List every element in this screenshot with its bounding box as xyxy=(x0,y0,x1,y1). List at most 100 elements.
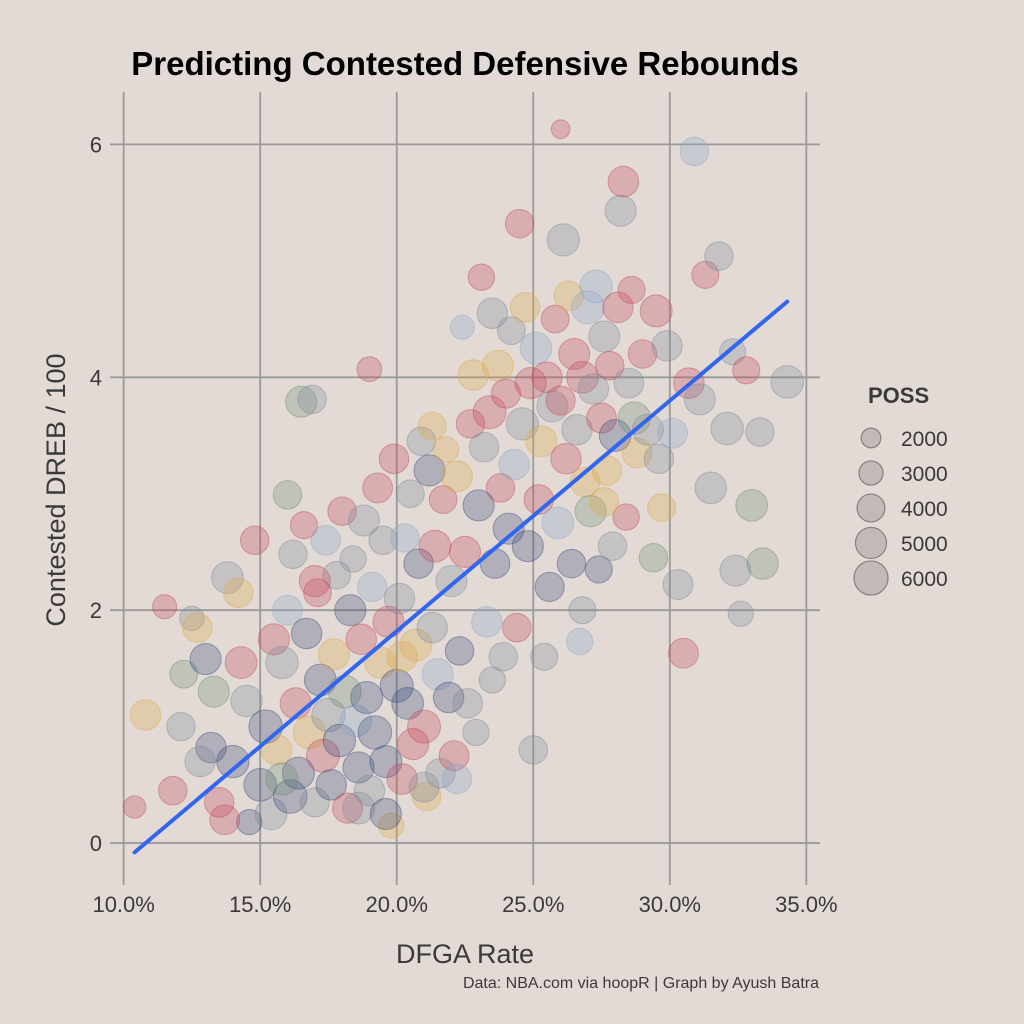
y-tick-label: 6 xyxy=(90,132,102,157)
data-point xyxy=(179,605,205,632)
data-point xyxy=(662,569,694,600)
data-point xyxy=(490,378,522,409)
grid xyxy=(110,92,820,885)
data-point xyxy=(770,365,805,399)
data-point xyxy=(488,641,518,672)
data-point xyxy=(553,280,585,312)
data-point xyxy=(272,480,303,510)
data-point xyxy=(541,506,575,540)
data-point xyxy=(472,395,507,430)
data-point xyxy=(727,600,754,627)
data-point xyxy=(195,731,227,764)
data-point xyxy=(577,373,610,405)
data-point xyxy=(478,666,507,694)
data-point xyxy=(448,535,482,569)
y-axis-label: Contested DREB / 100 xyxy=(41,353,71,626)
data-point xyxy=(378,812,405,839)
data-point xyxy=(735,489,769,522)
data-point xyxy=(505,407,540,441)
legend-title: POSS xyxy=(868,383,929,408)
data-point xyxy=(540,304,570,334)
data-point xyxy=(719,554,752,587)
data-point xyxy=(471,606,503,638)
data-point xyxy=(594,350,625,381)
data-point xyxy=(511,530,544,563)
data-point xyxy=(586,402,617,434)
data-point xyxy=(379,668,414,703)
y-tick-label: 0 xyxy=(90,831,102,856)
data-point xyxy=(369,797,402,831)
legend-key xyxy=(858,460,884,486)
data-point xyxy=(452,688,483,719)
data-point xyxy=(362,472,394,504)
data-point xyxy=(152,594,178,620)
legend-label: 2000 xyxy=(901,428,948,451)
data-point xyxy=(395,479,425,509)
data-point xyxy=(369,745,403,779)
data-point xyxy=(278,539,308,570)
data-point xyxy=(710,411,744,446)
data-point xyxy=(476,297,509,329)
data-point xyxy=(122,795,147,819)
data-point xyxy=(704,241,734,271)
data-point xyxy=(498,448,530,481)
data-point xyxy=(481,349,514,382)
data-point xyxy=(350,680,384,715)
data-point xyxy=(570,290,605,325)
data-point xyxy=(638,543,669,573)
data-point xyxy=(536,390,569,423)
data-point xyxy=(322,723,357,758)
data-point xyxy=(169,659,199,689)
data-point xyxy=(545,385,576,416)
data-point xyxy=(566,360,599,394)
data-point xyxy=(406,426,437,457)
data-point xyxy=(530,642,559,671)
data-point xyxy=(390,523,420,553)
data-point xyxy=(413,454,446,487)
data-point xyxy=(449,314,475,340)
data-point xyxy=(558,337,591,371)
data-point xyxy=(444,636,475,666)
data-point xyxy=(613,367,645,399)
data-point xyxy=(479,548,511,579)
data-point xyxy=(719,338,747,366)
x-tick-label: 20.0% xyxy=(366,892,428,917)
data-point xyxy=(236,808,263,836)
x-axis-label: DFGA Rate xyxy=(396,939,534,969)
data-point xyxy=(683,383,716,416)
data-point xyxy=(239,525,270,556)
data-point xyxy=(353,774,386,807)
data-point xyxy=(502,612,532,643)
data-point xyxy=(627,339,658,369)
data-point xyxy=(184,745,216,778)
data-point xyxy=(386,641,418,673)
data-point xyxy=(230,684,263,718)
data-point xyxy=(694,471,728,505)
data-point xyxy=(604,194,637,227)
data-point xyxy=(432,436,460,463)
data-point xyxy=(412,781,442,812)
x-axis-ticks: 10.0% 15.0% 20.0% 25.0% 30.0% 35.0% xyxy=(92,892,837,917)
legend-label: 3000 xyxy=(901,463,948,486)
data-point xyxy=(588,320,621,353)
data-point xyxy=(203,787,235,818)
data-point xyxy=(298,565,331,598)
y-tick-label: 4 xyxy=(90,365,102,390)
data-point xyxy=(209,804,241,836)
data-point xyxy=(317,638,350,671)
data-point xyxy=(297,384,327,415)
chart-title: Predicting Contested Defensive Rebounds xyxy=(131,45,798,82)
data-point xyxy=(223,577,254,608)
data-point xyxy=(745,417,775,447)
data-point xyxy=(441,763,473,795)
data-point xyxy=(492,512,525,545)
data-point xyxy=(342,791,375,825)
data-point xyxy=(315,769,347,801)
data-point xyxy=(327,496,357,526)
data-point xyxy=(254,797,288,831)
data-point xyxy=(397,728,430,761)
data-point xyxy=(310,525,341,556)
data-point xyxy=(440,460,473,493)
data-point xyxy=(525,425,558,458)
legend-label: 4000 xyxy=(901,498,948,521)
